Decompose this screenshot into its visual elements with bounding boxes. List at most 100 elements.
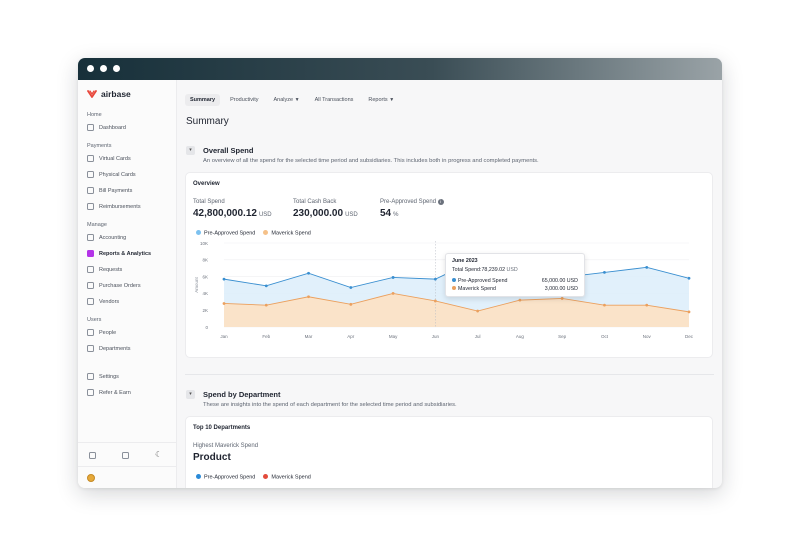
data-point xyxy=(560,297,564,300)
tooltip-total: Total Spend:78,239.02 USD xyxy=(452,267,578,273)
data-point xyxy=(264,284,268,288)
sidebar-item-reimbursements[interactable]: Reimbursements xyxy=(83,200,171,213)
tooltip-title: June 2023 xyxy=(452,258,478,264)
sidebar-item-label: People xyxy=(99,329,117,336)
y-tick-label: 10K xyxy=(200,241,208,246)
total-spend-label: Total Spend xyxy=(193,199,225,205)
legend-label: Pre-Approved Spend xyxy=(204,474,256,481)
people-icon xyxy=(87,329,94,336)
sidebar-item-label: Accounting xyxy=(99,234,127,241)
sidebar-item-purchase-orders[interactable]: Purchase Orders xyxy=(83,279,171,292)
dollar-icon xyxy=(87,234,94,241)
sidebar-item-people[interactable]: People xyxy=(83,326,171,339)
tooltip-row-label-text: Pre-Approved Spend xyxy=(458,278,508,284)
collapse-department-button[interactable]: ▾ xyxy=(186,390,195,399)
legend-label: Pre-Approved Spend xyxy=(204,230,256,237)
logo[interactable]: airbase xyxy=(87,89,131,99)
window-control-dot[interactable] xyxy=(87,65,94,72)
legend-swatch xyxy=(196,230,201,235)
gift-icon xyxy=(87,389,94,396)
stat-number: 230,000.00 xyxy=(293,208,344,219)
y-tick-label: 0 xyxy=(205,325,208,330)
section-divider xyxy=(185,374,714,375)
tab-all-transactions[interactable]: All Transactions xyxy=(314,97,354,103)
sidebar-item-vendors[interactable]: Vendors xyxy=(83,295,171,308)
legend-item-preapproved[interactable]: Pre-Approved Spend xyxy=(196,230,255,237)
legend-swatch xyxy=(196,474,201,479)
avatar[interactable] xyxy=(87,474,95,482)
sidebar-item-dashboard[interactable]: Dashboard xyxy=(83,121,171,134)
sidebar-item-requests[interactable]: Requests xyxy=(83,263,171,276)
sidebar-item-virtual-cards[interactable]: Virtual Cards xyxy=(83,152,171,165)
sidebar-item-label: Reports & Analytics xyxy=(99,250,152,257)
chart-tooltip: June 2023 Total Spend:78,239.02 USD Pre-… xyxy=(445,253,585,297)
tooltip-row-label-text: Maverick Spend xyxy=(458,286,496,292)
tooltip-swatch xyxy=(452,278,456,282)
y-tick-label: 4K xyxy=(202,291,208,296)
data-point xyxy=(391,292,395,295)
data-point xyxy=(349,286,353,289)
highest-maverick-value: Product xyxy=(193,452,231,463)
airbase-logo-icon xyxy=(87,89,97,98)
chat-icon[interactable] xyxy=(122,452,129,459)
total-cashback-label: Total Cash Back xyxy=(293,199,337,205)
stat-unit: USD xyxy=(345,212,358,218)
tooltip-row-preapproved: Pre-Approved Spend 65,000.00 USD xyxy=(452,278,578,284)
x-tick-label: Nov xyxy=(643,334,652,339)
virtual-card-icon xyxy=(87,155,94,162)
sidebar-item-label: Reimbursements xyxy=(99,203,141,210)
sidebar-item-settings[interactable]: Settings xyxy=(83,370,171,383)
y-axis-label: Amount xyxy=(194,276,199,292)
tab-analyze[interactable]: Analyze ▼ xyxy=(269,94,305,106)
data-point xyxy=(645,303,649,307)
stat-unit: USD xyxy=(258,212,272,218)
data-point xyxy=(645,265,649,269)
sidebar-item-label: Vendors xyxy=(99,298,120,305)
calendar-icon[interactable] xyxy=(89,452,96,459)
data-point xyxy=(307,271,310,275)
chart-legend: Pre-Approved Spend Maverick Spend xyxy=(196,230,311,237)
stat-number: 54 xyxy=(380,208,392,219)
top-departments-card: Top 10 Departments Highest Maverick Spen… xyxy=(185,416,713,488)
tab-label: Analyze xyxy=(273,97,294,103)
legend-item-maverick[interactable]: Maverick Spend xyxy=(263,230,311,237)
x-tick-label: Jun xyxy=(432,334,440,339)
preapproved-label: Pre-Approved Spend i xyxy=(380,199,444,205)
tooltip-swatch xyxy=(452,286,456,290)
main-content: Summary Productivity Analyze ▼ All Trans… xyxy=(177,80,722,488)
sidebar-item-accounting[interactable]: Accounting xyxy=(83,231,171,244)
tab-summary[interactable]: Summary xyxy=(185,94,221,106)
y-tick-label: 8K xyxy=(202,258,208,263)
page-title: Summary xyxy=(186,116,229,127)
tab-label: Reports xyxy=(368,97,388,103)
x-tick-label: Mar xyxy=(305,334,313,339)
legend-swatch xyxy=(263,230,269,235)
data-point xyxy=(518,298,522,302)
legend-item-maverick[interactable]: Maverick Spend xyxy=(263,474,311,481)
data-point xyxy=(687,276,691,280)
window-control-dot[interactable] xyxy=(100,65,107,72)
sidebar: airbase Home Dashboard Payments Virtual … xyxy=(78,80,177,488)
section-label-payments: Payments xyxy=(87,143,112,149)
tab-productivity[interactable]: Productivity xyxy=(230,97,259,103)
legend-item-preapproved[interactable]: Pre-Approved Spend xyxy=(196,474,255,481)
top-tabs: Summary Productivity Analyze ▼ All Trans… xyxy=(185,94,399,106)
vendor-icon xyxy=(87,298,94,305)
physical-card-icon xyxy=(87,171,94,178)
sidebar-item-departments[interactable]: Departments xyxy=(83,342,171,355)
sidebar-item-reports-analytics[interactable]: Reports & Analytics xyxy=(83,247,171,260)
data-point xyxy=(433,299,437,303)
series-area-maverick xyxy=(224,293,689,327)
sidebar-item-bill-payments[interactable]: Bill Payments xyxy=(83,184,171,197)
moon-icon[interactable]: ☾ xyxy=(155,450,163,459)
sidebar-item-physical-cards[interactable]: Physical Cards xyxy=(83,168,171,181)
x-tick-label: Jan xyxy=(220,334,228,339)
collapse-overall-button[interactable]: ▾ xyxy=(186,146,195,155)
sidebar-item-label: Virtual Cards xyxy=(99,155,131,162)
tab-reports[interactable]: Reports ▼ xyxy=(363,94,399,106)
window-control-dot[interactable] xyxy=(113,65,120,72)
info-icon[interactable]: i xyxy=(437,199,444,205)
x-tick-label: Oct xyxy=(601,334,609,339)
x-tick-label: May xyxy=(389,334,398,339)
sidebar-item-refer-earn[interactable]: Refer & Earn xyxy=(83,386,171,399)
